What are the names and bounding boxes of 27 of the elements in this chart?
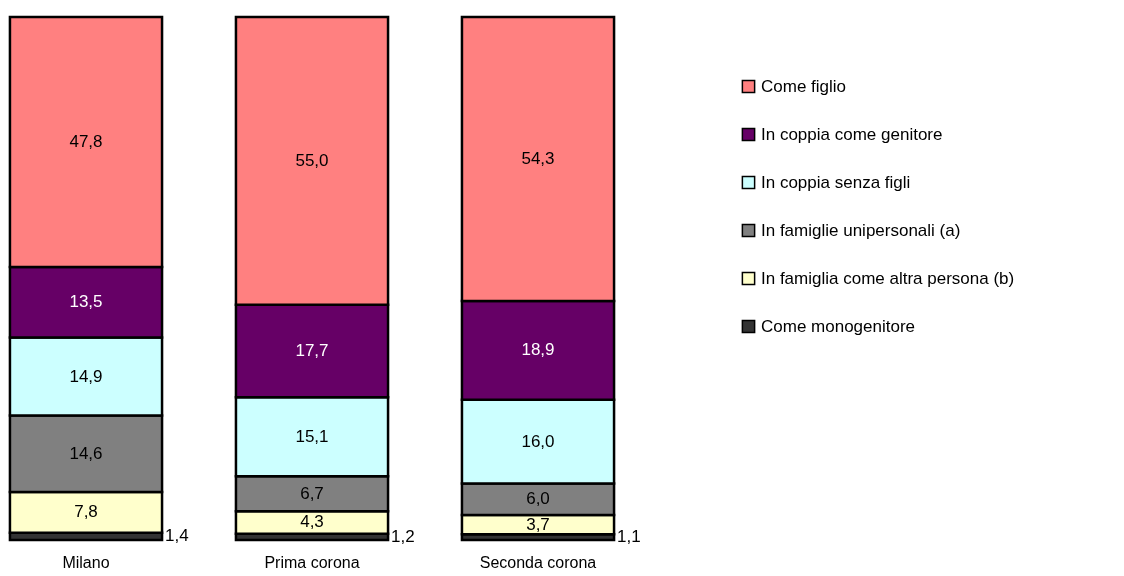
data-label: 55,0 (295, 150, 329, 170)
data-label: 47,8 (69, 132, 103, 151)
data-label: 14,9 (69, 366, 103, 386)
data-label: 1,1 (617, 527, 641, 547)
legend-label: In coppia senza figli (761, 172, 911, 192)
data-label: 4,3 (300, 512, 324, 532)
data-label: 6,0 (526, 489, 550, 509)
data-label: 54,3 (521, 148, 555, 168)
data-label: 1,2 (391, 526, 415, 546)
data-label: 16,0 (521, 431, 555, 451)
legend-label: In famiglia come altra persona (b) (761, 268, 1015, 288)
data-label: 13,5 (69, 292, 103, 312)
data-label: 18,9 (521, 340, 555, 360)
data-label: 6,7 (300, 483, 324, 503)
legend-label: Come figlio (761, 76, 847, 96)
data-label: 3,7 (526, 514, 550, 534)
x-tick-label: Prima corona (264, 553, 360, 571)
x-tick-label: Milano (62, 553, 110, 571)
data-label: 7,8 (74, 502, 98, 522)
data-label: 17,7 (295, 340, 329, 360)
legend-label: Come monogenitore (761, 316, 916, 336)
data-label: 1,4 (165, 526, 189, 546)
legend-label: In coppia come genitore (761, 124, 943, 144)
legend-label: In famiglie unipersonali (a) (761, 220, 961, 240)
data-label: 15,1 (295, 426, 329, 446)
data-label: 14,6 (69, 443, 103, 463)
x-tick-label: Seconda corona (479, 553, 597, 571)
